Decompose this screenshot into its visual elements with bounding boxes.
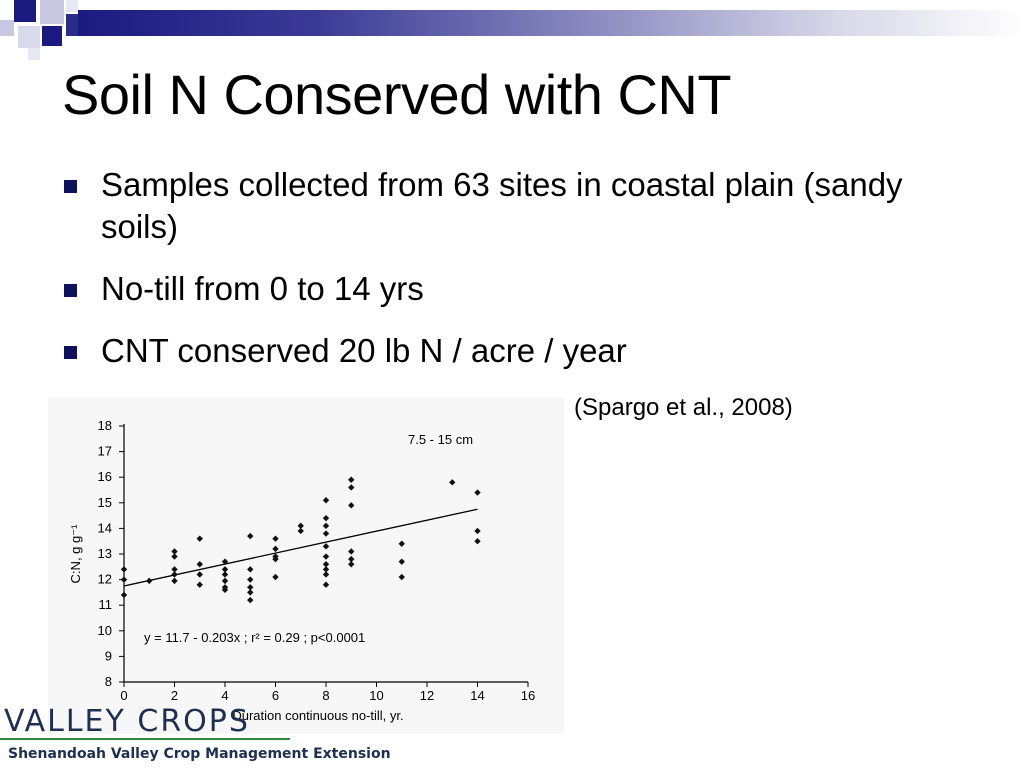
x-tick-label: 14 xyxy=(470,688,484,703)
data-point xyxy=(272,573,279,581)
data-point xyxy=(348,555,355,563)
x-tick-label: 0 xyxy=(120,688,127,703)
header-gradient-bar xyxy=(78,10,1024,36)
chart-axes: 8 9 10 11 12 13 14 15 16 17 18 0 2 4 6 8 10 12 14 16 xyxy=(98,418,536,703)
data-point xyxy=(196,561,203,568)
data-point xyxy=(171,571,178,578)
data-point xyxy=(196,535,203,542)
data-point xyxy=(322,561,330,568)
data-point xyxy=(247,532,254,540)
x-tick-label: 4 xyxy=(221,688,228,703)
data-point xyxy=(348,502,355,509)
data-point xyxy=(196,571,203,578)
data-point xyxy=(120,591,128,599)
data-point xyxy=(348,484,355,491)
data-point xyxy=(171,577,178,585)
logo-tagline: Shenandoah Valley Crop Management Extens… xyxy=(8,746,391,762)
y-tick-label: 12 xyxy=(98,572,112,587)
regression-equation: y = 11.7 - 0.203x ; r² = 0.29 ; p<0.0001 xyxy=(144,630,365,645)
chart-svg: 8 9 10 11 12 13 14 15 16 17 18 0 2 4 6 8 10 12 14 16 7.5 - … xyxy=(68,418,536,723)
data-point xyxy=(474,489,481,496)
data-point xyxy=(322,522,330,530)
bullet-item: CNT conserved 20 lb N / acre / year xyxy=(64,330,964,372)
data-point xyxy=(272,555,279,563)
y-tick-label: 18 xyxy=(98,418,112,433)
bullet-list: Samples collected from 63 sites in coast… xyxy=(64,164,964,392)
trend-line xyxy=(123,508,478,587)
scatter-chart: 8 9 10 11 12 13 14 15 16 17 18 0 2 4 6 8 10 12 14 16 7.5 - … xyxy=(48,398,564,734)
data-point xyxy=(398,573,405,581)
data-point xyxy=(322,497,330,504)
y-tick-label: 13 xyxy=(98,546,112,561)
data-point xyxy=(322,514,330,522)
data-point xyxy=(348,476,355,483)
slide-title: Soil N Conserved with CNT xyxy=(62,63,732,126)
y-tick-label: 14 xyxy=(98,520,112,535)
bullet-item: No-till from 0 to 14 yrs xyxy=(64,268,964,310)
logo-underline xyxy=(0,738,290,740)
x-tick-label: 8 xyxy=(322,688,329,703)
data-point xyxy=(474,538,481,545)
data-point xyxy=(247,596,254,604)
data-point xyxy=(247,589,254,596)
x-tick-label: 16 xyxy=(521,688,535,703)
y-tick-label: 16 xyxy=(98,469,112,484)
y-tick-label: 17 xyxy=(98,444,112,459)
data-point xyxy=(120,576,128,583)
bullet-text: Samples collected from 63 sites in coast… xyxy=(101,166,903,245)
data-point xyxy=(322,530,330,537)
data-point xyxy=(272,545,279,553)
data-point xyxy=(120,566,128,573)
data-point xyxy=(322,571,330,578)
logo: VALLEY CROPS xyxy=(4,704,250,739)
data-point xyxy=(322,581,330,588)
data-point xyxy=(348,548,355,555)
data-point xyxy=(146,577,153,585)
bullet-text: No-till from 0 to 14 yrs xyxy=(101,270,424,307)
y-tick-label: 9 xyxy=(105,648,112,663)
data-point xyxy=(221,566,229,573)
data-point xyxy=(171,548,178,555)
data-point xyxy=(348,561,355,568)
y-tick-label: 15 xyxy=(98,495,112,510)
x-tick-label: 12 xyxy=(420,688,434,703)
data-point xyxy=(322,566,330,573)
data-point xyxy=(474,527,481,535)
data-point xyxy=(247,566,254,573)
data-point xyxy=(398,558,405,565)
square-bullet-icon xyxy=(64,284,77,297)
x-tick-label: 10 xyxy=(369,688,383,703)
chart-annotation: 7.5 - 15 cm xyxy=(408,432,473,447)
square-bullet-icon xyxy=(64,346,77,359)
y-axis-label: C:N, g g⁻¹ xyxy=(68,524,83,584)
data-point xyxy=(272,535,279,542)
y-tick-label: 8 xyxy=(105,674,112,689)
bullet-text: CNT conserved 20 lb N / acre / year xyxy=(101,332,627,369)
x-tick-label: 6 xyxy=(272,688,279,703)
data-point xyxy=(398,540,405,547)
chart-marks xyxy=(120,476,481,604)
data-point xyxy=(171,553,178,560)
data-point xyxy=(297,527,304,535)
data-point xyxy=(221,577,229,585)
bullet-item: Samples collected from 63 sites in coast… xyxy=(64,164,964,248)
data-point xyxy=(322,543,330,550)
data-point xyxy=(247,576,254,583)
y-tick-label: 11 xyxy=(99,597,113,612)
y-tick-label: 10 xyxy=(98,623,112,638)
square-bullet-icon xyxy=(64,180,77,193)
x-tick-label: 2 xyxy=(171,688,178,703)
data-point xyxy=(221,558,229,565)
data-point xyxy=(171,566,178,573)
data-point xyxy=(322,553,330,560)
data-point xyxy=(196,581,203,588)
x-axis-label: Duration continuous no-till, yr. xyxy=(232,708,403,723)
data-point xyxy=(449,479,456,486)
citation: (Spargo et al., 2008) xyxy=(574,394,793,421)
data-point xyxy=(221,571,229,578)
